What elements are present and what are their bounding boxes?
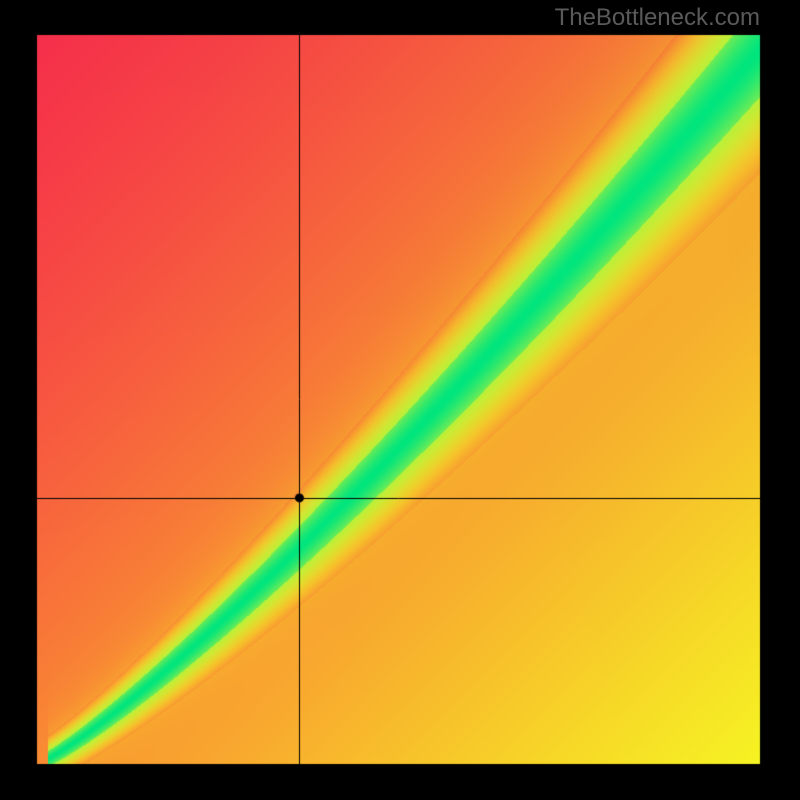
- watermark-text: TheBottleneck.com: [555, 4, 760, 32]
- bottleneck-heatmap: [0, 0, 800, 800]
